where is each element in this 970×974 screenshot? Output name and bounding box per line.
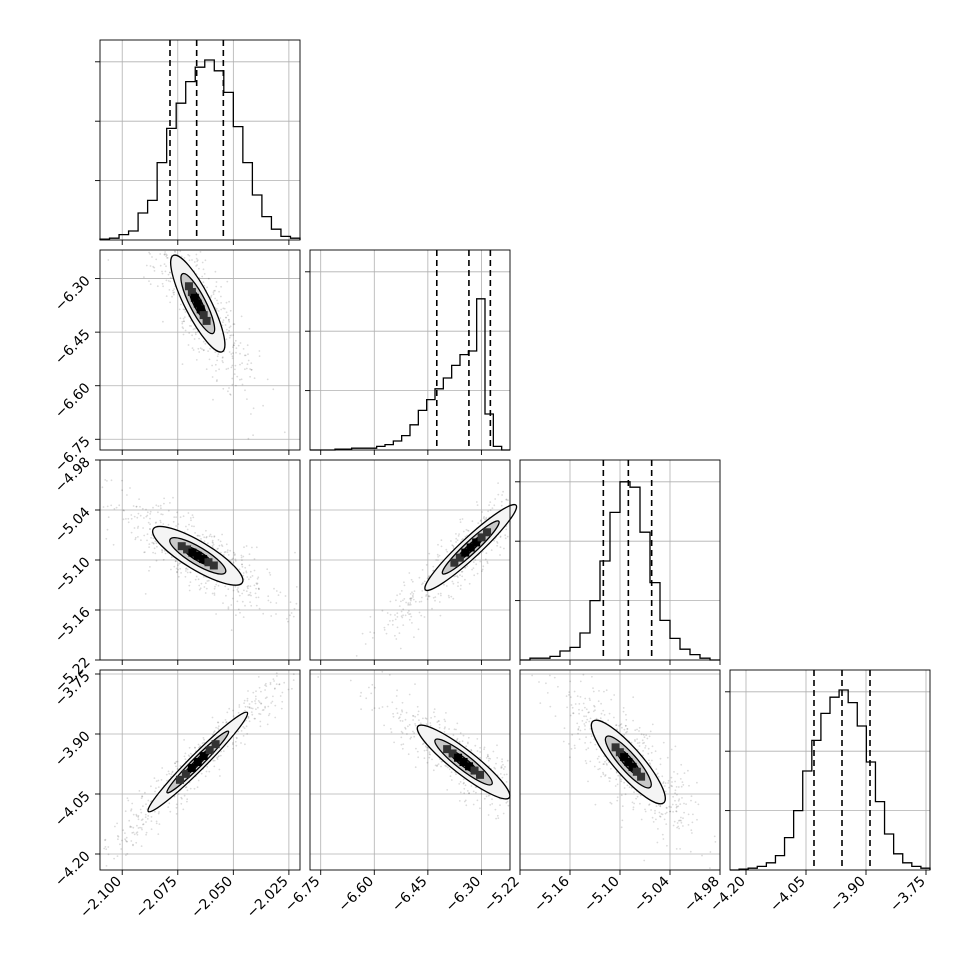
density-cell-2-0-1 [183, 545, 192, 554]
density-cell-2-1-5 [477, 533, 486, 542]
x-tick-label-2-0: −5.22 [481, 874, 523, 916]
density-cell-2-0-4 [199, 555, 208, 564]
panel-frame-1-1 [309, 249, 511, 451]
density-cell-1-0-3 [193, 299, 202, 308]
histogram-1 [310, 298, 510, 451]
density-cell-3-0-3 [193, 758, 202, 766]
panel-frame-3-1 [309, 669, 511, 871]
density-cell-1-0-1 [187, 288, 196, 297]
density-cell-3-0-4 [199, 752, 208, 761]
x-tick-label-0-0: −2.100 [77, 874, 125, 922]
panel-2-0 [95, 459, 301, 665]
panel-frame-1-0 [99, 249, 301, 451]
y-tick-label-2-1: −5.16 [52, 604, 94, 646]
density-cell-2-0-2 [188, 548, 197, 557]
x-tick-label-2-2: −5.10 [581, 874, 623, 916]
panel-3-2 [519, 669, 721, 875]
density-cell-3-1-3 [459, 758, 468, 766]
x-tick-label-0-3: −2.025 [244, 874, 292, 922]
panel-3-3 [725, 669, 931, 875]
panel-frame-3-3 [729, 669, 931, 871]
density-cell-2-1-1 [455, 553, 464, 562]
x-tick-label-1-1: −6.60 [335, 874, 377, 916]
density-cell-3-2-3 [624, 758, 633, 766]
panel-frame-3-0 [99, 669, 301, 871]
density-cell-3-0-1 [181, 769, 190, 778]
density-cell-2-1-6 [483, 528, 492, 537]
y-tick-label-3-2: −3.90 [52, 728, 94, 770]
density-cell-1-0-4 [196, 305, 205, 314]
panel-frame-2-1 [309, 459, 511, 661]
histogram-3 [730, 689, 931, 871]
x-tick-label-2-3: −5.04 [631, 873, 673, 915]
panel-1-0 [95, 249, 301, 455]
density-cell-1-0-6 [202, 316, 211, 325]
panel-2-2 [515, 459, 721, 665]
y-tick-label-3-1: −4.05 [52, 788, 94, 830]
scatter-3-1 [317, 670, 510, 820]
histogram-0 [99, 59, 301, 240]
density-cell-3-1-4 [465, 762, 474, 771]
x-tick-label-2-1: −5.16 [531, 873, 573, 915]
density-cell-2-1-4 [472, 538, 481, 547]
y-tick-label-2-2: −5.10 [52, 554, 94, 596]
density-cell-2-0-0 [177, 542, 186, 551]
x-tick-label-0-1: −2.075 [133, 874, 181, 922]
density-cell-3-1-5 [470, 766, 479, 775]
x-tick-label-3-3: −3.75 [887, 874, 929, 916]
density-cell-3-2-1 [615, 748, 624, 757]
density-cell-1-0-0 [184, 282, 193, 291]
y-tick-label-1-2: −6.45 [52, 326, 94, 368]
density-cell-3-2-0 [611, 743, 620, 752]
density-cell-2-0-6 [209, 561, 218, 570]
y-tick-label-3-0: −4.20 [52, 848, 94, 890]
x-tick-label-3-1: −4.05 [767, 874, 809, 916]
panel-3-0 [95, 669, 301, 875]
panel-1-1 [305, 249, 511, 455]
density-cell-2-1-2 [461, 548, 470, 557]
y-tick-label-1-3: −6.30 [52, 273, 94, 315]
density-cell-3-1-0 [443, 745, 452, 754]
x-tick-label-3-2: −3.90 [827, 874, 869, 916]
x-tick-label-0-2: −2.050 [188, 874, 236, 922]
density-cell-3-2-4 [628, 762, 637, 771]
panel-3-1 [309, 669, 511, 875]
panel-frame-0-0 [99, 39, 301, 241]
density-cell-3-0-5 [205, 746, 214, 755]
density-cell-3-0-6 [211, 740, 220, 749]
panel-0-0 [95, 39, 301, 245]
density-cell-3-1-1 [448, 749, 457, 758]
scatter-2-1 [355, 482, 510, 657]
density-cell-1-0-2 [190, 293, 199, 302]
panel-2-1 [309, 459, 518, 665]
density-cell-3-2-5 [632, 767, 641, 776]
density-cell-2-0-3 [193, 551, 202, 560]
density-cell-2-1-3 [466, 543, 475, 552]
y-tick-label-2-3: −5.04 [52, 504, 94, 546]
density-cell-3-2-2 [620, 753, 629, 762]
density-cell-3-0-2 [187, 763, 196, 772]
density-cell-3-1-6 [476, 770, 485, 779]
y-tick-label-1-1: −6.60 [52, 380, 94, 422]
density-cell-1-0-5 [199, 311, 208, 320]
density-cell-3-1-2 [454, 753, 463, 762]
density-cell-2-1-0 [450, 558, 459, 567]
density-cell-2-0-5 [204, 558, 213, 567]
x-tick-label-1-0: −6.75 [282, 874, 324, 916]
x-tick-label-1-3: −6.30 [443, 874, 485, 916]
density-cell-3-0-0 [175, 775, 184, 784]
x-tick-label-1-2: −6.45 [389, 874, 431, 916]
density-cell-3-2-6 [637, 772, 646, 781]
histogram-2 [520, 481, 720, 661]
